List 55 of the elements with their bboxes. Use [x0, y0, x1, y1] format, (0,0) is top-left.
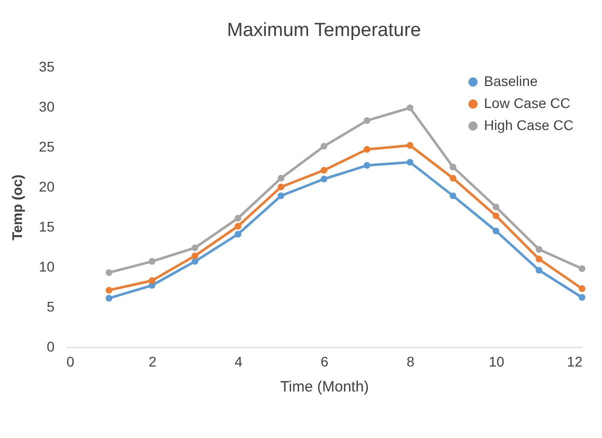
- point: [106, 269, 112, 276]
- y-tick-label: 10: [38, 258, 55, 274]
- point: [234, 214, 242, 222]
- y-tick-label: 20: [38, 178, 55, 194]
- point: [320, 142, 328, 150]
- point: [192, 252, 198, 260]
- y-tick-label: 15: [38, 218, 55, 234]
- point: [536, 266, 542, 274]
- point: [578, 294, 586, 301]
- point: [148, 277, 156, 284]
- point: [450, 192, 456, 200]
- x-tick-label: 0: [66, 354, 74, 370]
- x-tick-label: 6: [320, 354, 329, 370]
- point: [450, 174, 456, 182]
- point: [106, 294, 112, 302]
- y-tick-label: 25: [38, 138, 55, 154]
- point: [492, 212, 500, 220]
- point: [192, 244, 198, 252]
- point: [148, 258, 156, 265]
- legend-label: Baseline: [484, 73, 538, 89]
- y-tick-label: 30: [38, 98, 55, 114]
- point: [234, 222, 242, 230]
- point: [234, 230, 242, 238]
- x-tick-label: 10: [488, 354, 504, 370]
- x-axis-title: Time (Month): [280, 378, 369, 396]
- point: [578, 265, 586, 272]
- point: [578, 285, 586, 292]
- point: [536, 246, 542, 253]
- chart-title: Maximum Temperature: [227, 20, 421, 41]
- point: [536, 256, 542, 262]
- point: [450, 164, 456, 170]
- legend-label: High Case CC: [484, 117, 574, 133]
- point: [278, 192, 284, 200]
- point: [364, 117, 370, 124]
- point: [406, 158, 414, 166]
- point: [320, 166, 328, 174]
- point: [364, 146, 370, 153]
- point: [106, 286, 112, 294]
- point: [320, 176, 328, 182]
- x-tick-label: 4: [234, 354, 243, 370]
- point: [406, 104, 414, 112]
- point: [406, 142, 414, 149]
- x-tick-label: 12: [566, 354, 583, 370]
- point: [492, 228, 500, 234]
- point: [364, 162, 370, 169]
- y-tick-label: 5: [46, 298, 55, 314]
- y-tick-label: 35: [38, 58, 55, 74]
- point: [278, 174, 284, 182]
- legend-label: Low Case CC: [484, 95, 570, 111]
- y-tick-label: 0: [46, 338, 55, 354]
- point: [278, 184, 284, 190]
- x-tick-label: 2: [148, 354, 157, 370]
- x-tick-label: 8: [406, 354, 415, 370]
- point: [492, 204, 500, 210]
- y-axis-title: Temp (oc): [8, 174, 25, 240]
